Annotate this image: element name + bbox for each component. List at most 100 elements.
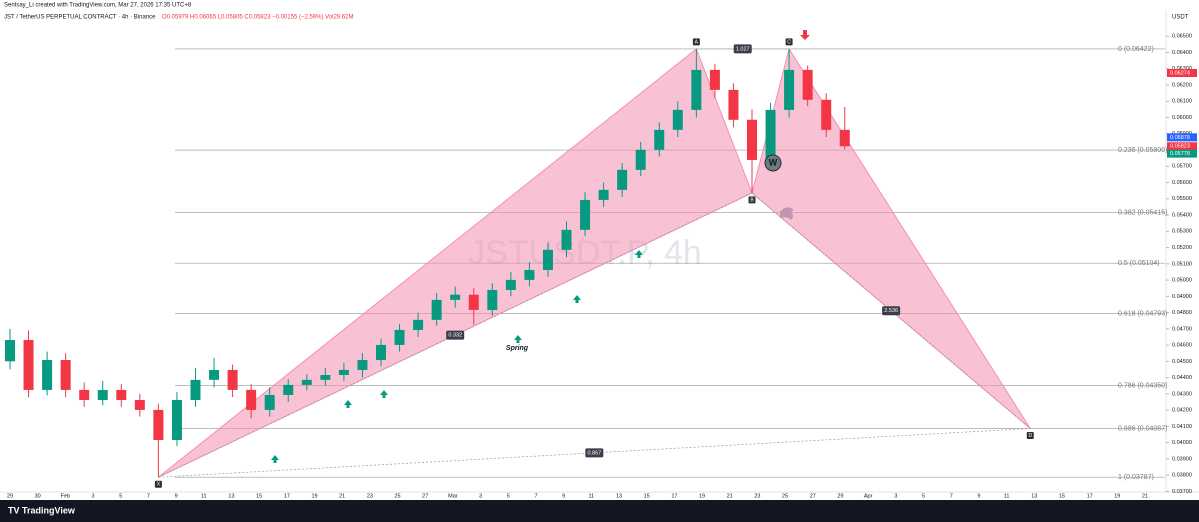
y-tick-label: 0.05500 xyxy=(1172,196,1192,202)
x-tick-label: 21 xyxy=(339,493,345,499)
ratio-label: 0.867 xyxy=(587,450,601,456)
x-tick-label: 30 xyxy=(35,493,41,499)
fib-label: 0.618 (0.04793) xyxy=(1118,311,1167,318)
candle-body xyxy=(5,340,15,362)
y-tick-label: 0.03800 xyxy=(1172,473,1192,479)
x-tick-label: 11 xyxy=(201,493,207,499)
candle-body xyxy=(357,360,368,370)
x-tick-label: 7 xyxy=(950,493,953,499)
x-tick-label: 11 xyxy=(1004,493,1010,499)
candle-body xyxy=(320,374,331,380)
candle-body xyxy=(413,319,424,330)
point-box xyxy=(748,196,756,204)
candle-body xyxy=(338,369,349,375)
candle-body xyxy=(431,299,442,320)
x-tick-label: 9 xyxy=(977,493,980,499)
footer-bar xyxy=(0,500,1199,522)
x-tick-label: 19 xyxy=(311,493,317,499)
x-tick-label: 17 xyxy=(1087,493,1093,499)
x-tick-label: 3 xyxy=(894,493,897,499)
fib-label: 0.236 (0.05800) xyxy=(1118,147,1167,154)
y-tick-label: 0.04100 xyxy=(1172,424,1192,430)
candle-body xyxy=(561,229,572,250)
x-tick-label: 11 xyxy=(588,493,594,499)
x-tick-label: 23 xyxy=(754,493,760,499)
point-box xyxy=(1026,431,1034,439)
candle-body xyxy=(524,269,535,280)
candle-body xyxy=(672,109,683,130)
y-tick-label: 0.04200 xyxy=(1172,408,1192,414)
currency: USDT xyxy=(1172,15,1189,21)
x-tick-label: 5 xyxy=(922,493,925,499)
arrow-icons xyxy=(271,250,643,463)
x-tick-label: 25 xyxy=(782,493,788,499)
candle-body xyxy=(580,199,591,230)
candle-body xyxy=(171,400,182,440)
candle-body xyxy=(784,69,795,110)
y-tick-label: 0.03700 xyxy=(1172,489,1192,495)
candle-body xyxy=(728,89,739,120)
x-tick-label: 29 xyxy=(7,493,13,499)
x-tick-label: 5 xyxy=(507,493,510,499)
candle-body xyxy=(468,294,479,310)
brand[interactable]: TradingView xyxy=(22,505,76,515)
x-tick-label: 27 xyxy=(810,493,816,499)
y-tick-label: 0.04800 xyxy=(1172,310,1192,316)
candle-body xyxy=(765,109,776,160)
y-tick-label: 0.03900 xyxy=(1172,456,1192,462)
x-tick-label: 3 xyxy=(479,493,482,499)
fib-label: 0.5 (0.05104) xyxy=(1118,260,1160,267)
x-tick-label: 21 xyxy=(727,493,733,499)
y-tick-label: 0.06400 xyxy=(1172,50,1192,56)
fib-label: 1 (0.03787) xyxy=(1118,474,1154,481)
candle-body xyxy=(134,400,145,410)
price-tag-label: 0.06274 xyxy=(1170,70,1190,76)
x-tick-label: 7 xyxy=(534,493,537,499)
price-tag-label: 0.05878 xyxy=(1170,135,1190,141)
candle-body xyxy=(487,289,498,310)
x-tick-label: Apr xyxy=(864,493,873,499)
point-box xyxy=(692,38,700,46)
candle-body xyxy=(116,389,127,401)
candle-body xyxy=(691,69,702,110)
candle-body xyxy=(209,369,220,380)
y-tick-label: 0.05100 xyxy=(1172,261,1192,267)
y-tick-label: 0.05700 xyxy=(1172,164,1192,170)
ratio-label: 2.536 xyxy=(884,308,898,314)
x-tick-label: 13 xyxy=(228,493,234,499)
fib-label: 0.786 (0.04350) xyxy=(1118,383,1167,390)
x-tick-label: 5 xyxy=(119,493,122,499)
point-label: X xyxy=(157,482,161,488)
candle-body xyxy=(79,389,90,401)
price-tag-label: 0.05823 xyxy=(1170,144,1190,150)
x-tick-label: 15 xyxy=(256,493,262,499)
ratio-box xyxy=(446,330,465,340)
y-tick-label: 0.05200 xyxy=(1172,245,1192,251)
fib-label: 0.382 (0.05415) xyxy=(1118,209,1167,216)
x-tick-label: 17 xyxy=(671,493,677,499)
candle-body xyxy=(190,379,201,401)
symbol: JST / TetherUS PERPETUAL CONTRACT · 4h ·… xyxy=(4,15,156,21)
price-tag xyxy=(1167,133,1197,142)
x-tick-label: 23 xyxy=(367,493,373,499)
price-tag xyxy=(1167,149,1197,158)
x-tick-label: 27 xyxy=(422,493,428,499)
candle-body xyxy=(264,394,275,410)
ohlc: O0.05979 H0.06065 L0.05805 C0.05823 −0.0… xyxy=(162,15,353,21)
point-box xyxy=(154,480,162,488)
candle-body xyxy=(839,129,850,147)
candle-body xyxy=(23,340,34,390)
candle-body xyxy=(227,369,238,390)
candle-body xyxy=(821,99,832,130)
y-tick-label: 0.04400 xyxy=(1172,375,1192,381)
ratio-box xyxy=(733,44,752,54)
y-tick-label: 0.04900 xyxy=(1172,294,1192,300)
y-tick-label: 0.05400 xyxy=(1172,212,1192,218)
candle-body xyxy=(747,119,757,160)
candle-body xyxy=(709,69,720,90)
x-tick-label: 17 xyxy=(284,493,290,499)
candle-body xyxy=(802,69,813,100)
candle-body xyxy=(301,379,312,385)
y-tick-label: 0.05300 xyxy=(1172,229,1192,235)
point-label: B xyxy=(750,197,754,203)
